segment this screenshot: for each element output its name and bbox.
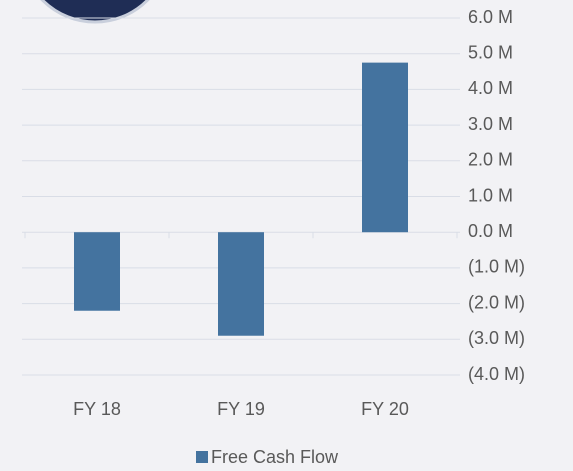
bar — [218, 232, 264, 336]
y-tick-label: (1.0 M) — [468, 257, 525, 277]
bar — [362, 62, 408, 233]
y-tick-label: 2.0 M — [468, 150, 513, 170]
logo-circle — [40, 0, 150, 24]
y-tick-label: 4.0 M — [468, 78, 513, 98]
x-tick-label: FY 19 — [217, 399, 265, 419]
legend-swatch — [196, 451, 208, 463]
y-tick-label: 3.0 M — [468, 114, 513, 134]
bar — [74, 232, 120, 311]
y-tick-label: (4.0 M) — [468, 364, 525, 384]
y-tick-label: 1.0 M — [468, 185, 513, 205]
y-tick-label: 6.0 M — [468, 7, 513, 27]
y-tick-label: (2.0 M) — [468, 292, 525, 312]
y-tick-label: 5.0 M — [468, 42, 513, 62]
x-tick-label: FY 20 — [361, 399, 409, 419]
x-tick-label: FY 18 — [73, 399, 121, 419]
y-tick-label: 0.0 M — [468, 221, 513, 241]
legend-label: Free Cash Flow — [211, 447, 339, 467]
y-tick-label: (3.0 M) — [468, 328, 525, 348]
